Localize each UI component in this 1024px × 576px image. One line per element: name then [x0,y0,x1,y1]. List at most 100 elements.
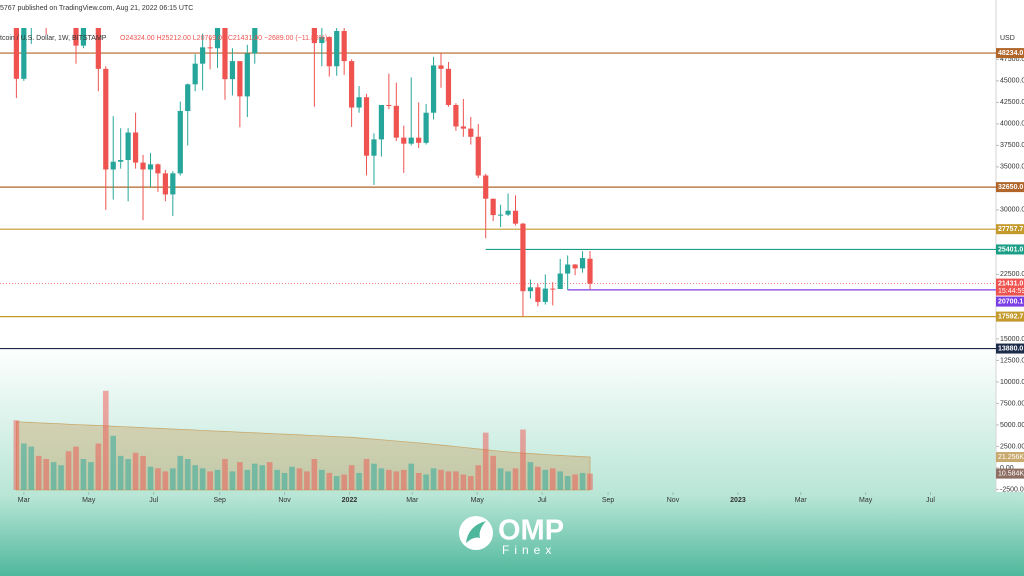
volume-bar [289,466,295,490]
volume-label: 10.584K [998,470,1024,477]
volume-bar [177,455,184,490]
x-tick-label: Sep [213,497,226,504]
volume-bar [35,455,42,490]
level-label-box [996,296,1024,307]
candle-body [445,68,452,105]
volume-bar [50,462,57,490]
x-tick-label: Nov [278,497,291,504]
candle-body [483,175,489,199]
y-tick-label: 30000.00 [1000,207,1024,214]
y-tick-label: 15000.00 [1000,336,1024,343]
candle-body [140,162,146,170]
x-tick-label: May [82,497,96,504]
volume-bar [73,446,79,490]
volume-bar [244,469,251,490]
volume-bar [497,468,504,490]
volume-bar [132,452,139,490]
volume-bar [505,471,511,490]
volume-bar [378,468,385,490]
symbol: tcoin / U.S. Dollar, 1W, BITSTAMP [0,35,107,42]
x-tick-label: Mar [18,497,31,504]
candle-body [214,28,221,49]
candle-body [334,31,340,67]
volume-bar [192,465,198,490]
candle-body [21,28,27,79]
volume-bar [110,435,117,490]
candle-body [356,97,362,108]
y-tick-label: 12500.00 [1000,357,1024,364]
volume-bar [28,446,35,490]
candle-body [326,37,332,67]
volume-bar [222,459,228,490]
y-tick-label: 35000.00 [1000,164,1024,171]
volume-bar [527,462,534,490]
candle-body [579,258,586,269]
volume-bar [274,469,280,490]
candle-body [147,164,154,170]
volume-bar [549,468,556,490]
volume-bar [341,474,347,490]
volume-bar [572,474,578,490]
volume-label: 21.256K [998,454,1024,461]
volume-bar [356,472,362,490]
candle-body [565,264,571,274]
candle-body [349,61,355,108]
candle-body [125,132,131,161]
candle-body [572,264,578,269]
volume-bar [393,471,400,490]
level-label: 17592.7 [998,313,1023,320]
candle-body [371,139,377,156]
candle-body [132,132,139,163]
candle-body [453,104,459,127]
volume-bar [564,476,571,490]
volume-bar [296,468,303,490]
candle-body [416,137,422,143]
candle-body [207,47,213,49]
candle-body [557,273,563,290]
volume-bar [333,476,340,490]
x-tick-label: 2023 [730,497,746,504]
candle-body [505,210,511,215]
volume-bar [88,462,94,490]
volume-bar [117,455,124,490]
level-label-box [996,311,1024,322]
candle-body [103,68,109,170]
candle-body [542,288,548,302]
volume-bar [21,443,27,490]
volume-bar [199,468,206,490]
candles [13,28,593,317]
volume-bar [251,463,258,490]
y-tick-label: 2500.00 [1000,443,1024,450]
volume-bar [237,462,243,490]
volume-bar [348,465,355,490]
candle-body [118,160,124,162]
candle-body [423,112,429,143]
candle-body [438,65,444,69]
candle-body [252,28,258,54]
volume-bar [438,469,444,490]
level-label: 48234.0 [998,50,1023,57]
y-tick-label: 42500.00 [1000,99,1024,106]
candle-body [430,65,437,113]
volume-label-box [996,452,1024,463]
volume-bar [43,459,49,490]
volume-bar [162,471,169,490]
brand-sub: Finex [502,543,556,557]
volume-bar [490,455,496,490]
x-tick-label: Nov [667,497,680,504]
logo: OMP Finex [459,515,564,557]
volume-pane [13,390,593,491]
level-label-box [996,48,1024,59]
candle-body [512,210,519,224]
y-tick-label: 37500.00 [1000,142,1024,149]
volume-bar [95,443,102,490]
level-label-box [996,224,1024,235]
x-tick-label: Jul [538,497,547,504]
x-tick-label: Jul [149,497,158,504]
candle-body [341,31,347,62]
candle-body [244,53,250,97]
candle-body [200,47,206,64]
x-tick-label: Mar [406,497,419,504]
volume-bar [445,471,452,490]
